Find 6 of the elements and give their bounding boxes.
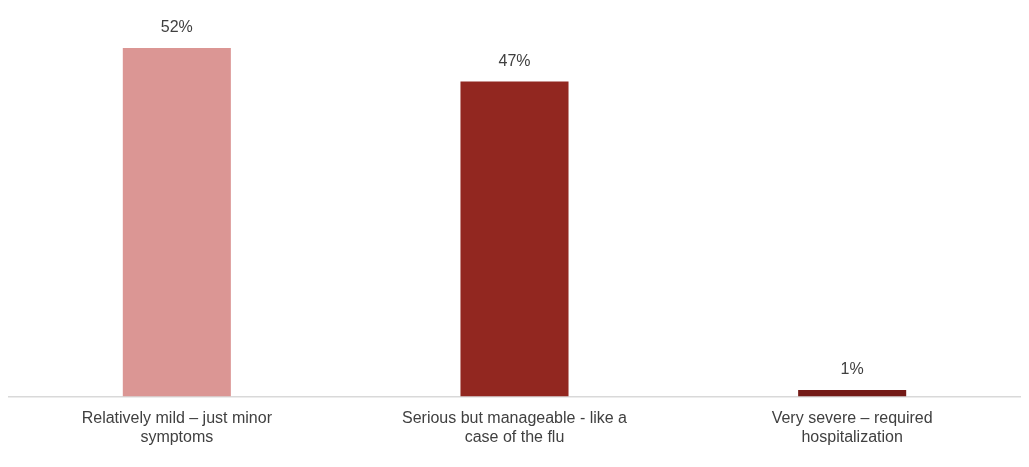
data-label: 47% bbox=[498, 51, 531, 69]
data-label: 1% bbox=[840, 360, 864, 378]
x-tick-label: Serious but manageable - like a case of the flu bbox=[401, 408, 628, 445]
data-label: 52% bbox=[160, 18, 193, 36]
x-tick-label: Very severe – required hospitalization bbox=[771, 408, 933, 445]
x-tick-label: Relatively mild – just minor symptoms bbox=[81, 408, 273, 445]
